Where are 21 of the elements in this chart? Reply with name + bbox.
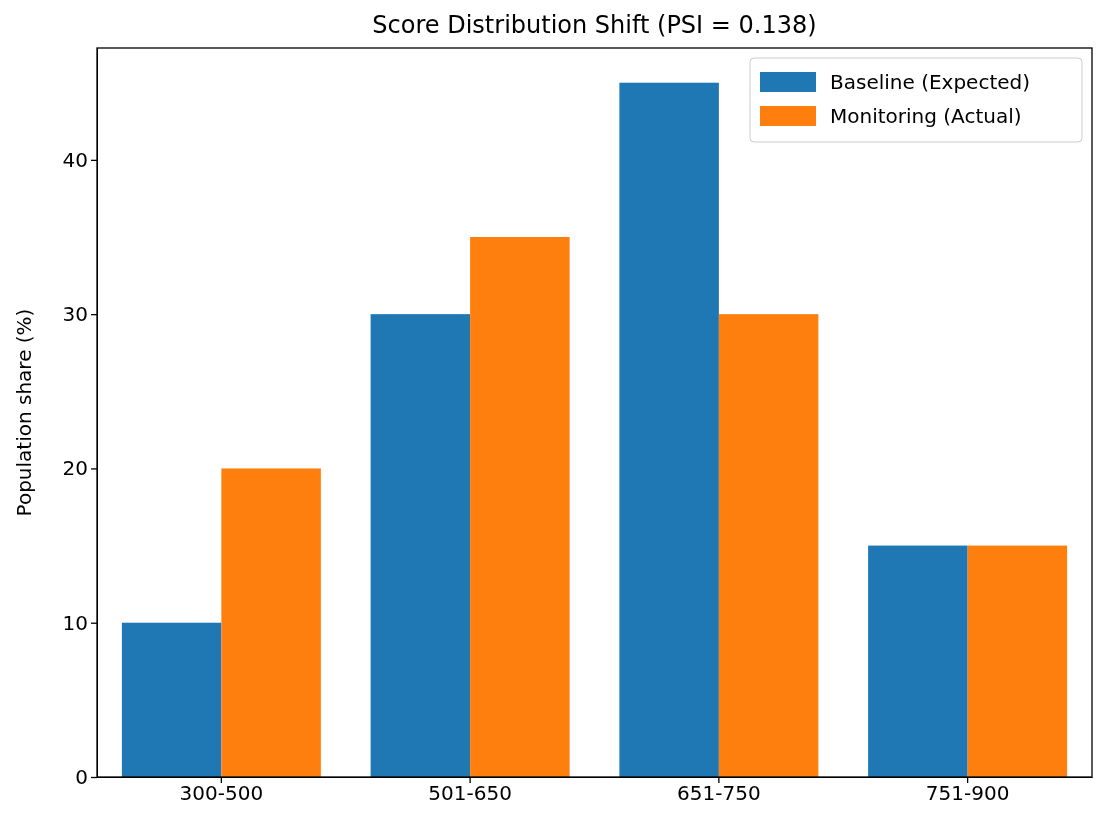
y-tick-label: 30: [62, 302, 88, 327]
legend-label: Monitoring (Actual): [830, 104, 1022, 128]
y-tick-label: 20: [62, 456, 88, 481]
bar: [718, 314, 819, 777]
y-tick-label: 10: [62, 610, 88, 635]
bar: [370, 314, 471, 777]
y-axis-title: Population share (%): [12, 308, 36, 517]
bar: [619, 82, 719, 777]
x-tick-label: 300-500: [179, 781, 264, 806]
x-tick-label: 651-750: [677, 781, 761, 806]
y-tick-label: 40: [62, 147, 88, 172]
x-tick-label: 501-650: [428, 781, 512, 806]
bar: [121, 622, 222, 777]
y-tick-label: 0: [75, 764, 88, 789]
bar: [868, 545, 968, 777]
x-tick-label: 751-900: [925, 781, 1010, 806]
bar: [221, 468, 321, 777]
chart-title: Score Distribution Shift (PSI = 0.138): [372, 11, 817, 39]
legend-label: Baseline (Expected): [830, 70, 1031, 94]
bar: [470, 237, 570, 777]
bar: [967, 545, 1068, 777]
